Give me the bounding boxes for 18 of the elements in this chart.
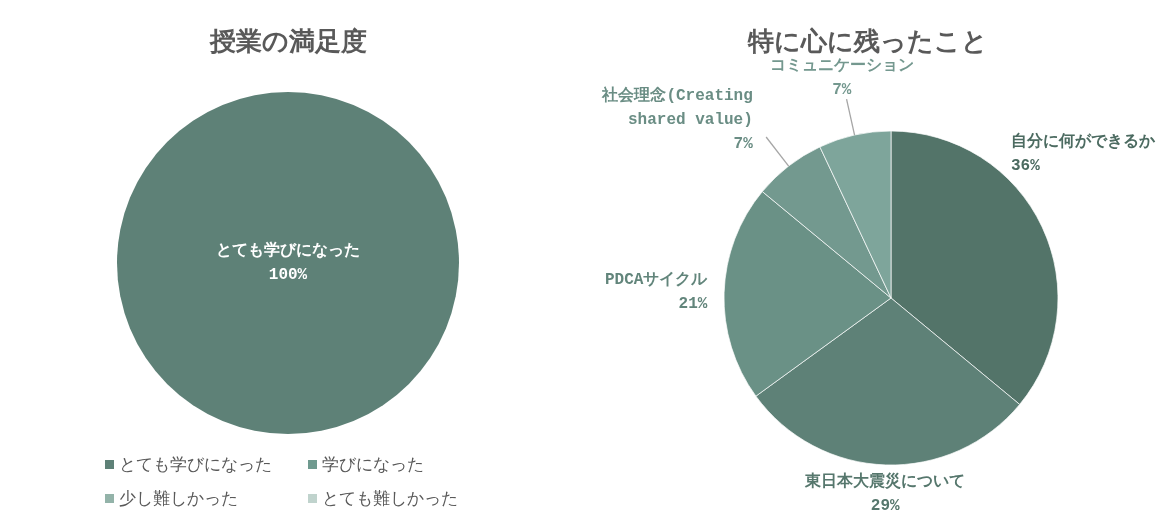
- data-label: 7%: [832, 80, 852, 99]
- data-label: 7%: [733, 134, 754, 153]
- data-label: 21%: [678, 295, 708, 314]
- slice-label: PDCAサイクル: [604, 271, 709, 290]
- legend-label: 学びになった: [322, 455, 424, 474]
- slice-label: 自分に何ができるか: [1011, 131, 1156, 151]
- data-label: 29%: [870, 496, 901, 515]
- legend-label: とても難しかった: [322, 489, 458, 508]
- slice-label: とても学びになった: [216, 241, 360, 260]
- data-label: 36%: [1011, 156, 1041, 175]
- slice-label: コミュニケーション: [769, 56, 914, 75]
- slice-label: 社会理念(Creating shared value): [601, 85, 753, 129]
- chart-title: 授業の満足度: [208, 26, 367, 56]
- data-label: 100%: [268, 266, 308, 284]
- legend-label: 少し難しかった: [119, 489, 238, 508]
- slice-label: 東日本大震災について: [804, 471, 966, 491]
- legend-label: とても学びになった: [119, 455, 272, 474]
- chart-title: 特に心に残ったこと: [747, 26, 988, 56]
